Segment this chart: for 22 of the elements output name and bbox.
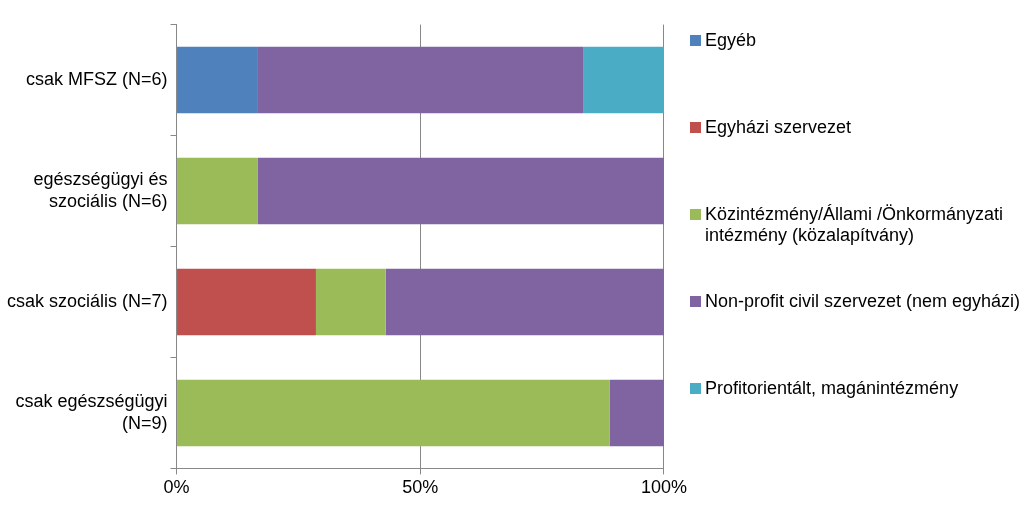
x-tick-label: 0% <box>163 477 190 498</box>
bar <box>177 46 258 114</box>
bar <box>583 46 664 114</box>
bar <box>385 268 664 336</box>
bar <box>177 379 610 447</box>
bar <box>257 46 584 114</box>
y-tick-label: csak MFSZ (N=6) <box>26 69 168 90</box>
bar <box>257 157 664 225</box>
bar <box>177 157 258 225</box>
x-tick-label: 100% <box>640 477 687 498</box>
bar <box>177 268 316 336</box>
legend-label: Non-profit civil szervezet (nem egyházi) <box>705 291 1021 312</box>
y-tick-label: csak szociális (N=7) <box>6 290 168 311</box>
bar <box>609 379 664 447</box>
legend-label: Profitorientált, magánintézmény <box>705 378 959 399</box>
legend-label: Egyházi szervezet <box>705 117 852 138</box>
x-tick-label: 50% <box>402 477 439 498</box>
y-tick-label: egészségügyi és szociális (N=6) <box>33 169 168 211</box>
legend-label: Egyéb <box>705 30 757 51</box>
bar <box>315 268 386 336</box>
y-tick-label: csak egészségügyi (N=9) <box>15 391 168 433</box>
legend-label: Közintézmény/Állami /Önkormányzati intézmény (közalapítvány) <box>705 204 1005 246</box>
